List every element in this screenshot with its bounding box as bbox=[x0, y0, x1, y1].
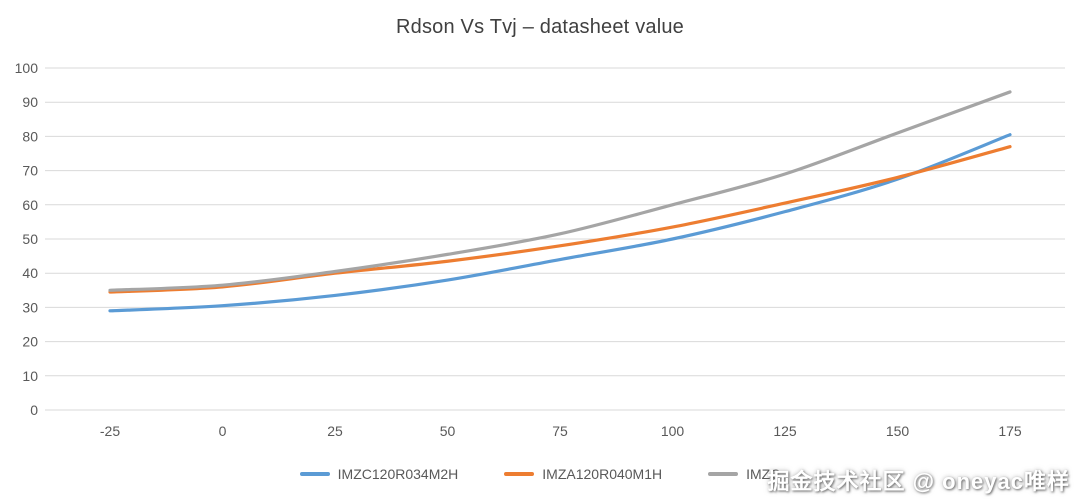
y-tick-label: 20 bbox=[22, 334, 38, 350]
chart-title: Rdson Vs Tvj – datasheet value bbox=[395, 16, 685, 38]
legend-swatch bbox=[504, 472, 535, 476]
x-tick-label: 50 bbox=[440, 423, 456, 439]
y-tick-label: 10 bbox=[22, 368, 38, 384]
series-line bbox=[108, 133, 1012, 313]
series-line bbox=[108, 145, 1012, 294]
y-tick-label: 40 bbox=[22, 265, 38, 281]
legend-swatch bbox=[299, 472, 330, 476]
legend-label: IMZC bbox=[746, 466, 781, 482]
x-tick-label: 100 bbox=[661, 423, 685, 439]
series-line bbox=[108, 90, 1012, 292]
y-tick-label: 0 bbox=[30, 402, 38, 418]
legend-label: IMZC120R034M2H bbox=[337, 466, 459, 482]
legend: IMZC120R034M2H IMZA120R040M1H IMZC bbox=[0, 466, 1080, 482]
y-tick-label: 90 bbox=[22, 94, 38, 110]
y-tick-label: 70 bbox=[22, 163, 38, 179]
x-tick-label: 125 bbox=[773, 423, 797, 439]
plot-area: 0 10 20 30 40 50 60 70 80 90 100 -25 0 25 50 75 100 125 15… bbox=[15, 60, 1065, 439]
y-tick-label: 60 bbox=[22, 197, 38, 213]
x-tick-label: 75 bbox=[552, 423, 568, 439]
legend-item: IMZC bbox=[708, 466, 780, 482]
watermark: 掘金技术社区 @ oneyac唯样 bbox=[767, 469, 1070, 494]
y-tick-label: 50 bbox=[22, 231, 38, 247]
x-tick-label: 175 bbox=[998, 423, 1022, 439]
x-tick-label: 0 bbox=[219, 423, 227, 439]
y-tick-label: 80 bbox=[22, 128, 38, 144]
x-tick-label: -25 bbox=[100, 423, 120, 439]
legend-item: IMZC120R034M2H bbox=[299, 466, 459, 482]
y-tick-label: 30 bbox=[22, 299, 38, 315]
x-tick-label: 150 bbox=[886, 423, 910, 439]
legend-item: IMZA120R040M1H bbox=[504, 466, 662, 482]
legend-swatch bbox=[708, 472, 739, 476]
x-tick-label: 25 bbox=[327, 423, 343, 439]
legend-label: IMZA120R040M1H bbox=[542, 466, 663, 482]
y-tick-label: 100 bbox=[15, 60, 39, 76]
